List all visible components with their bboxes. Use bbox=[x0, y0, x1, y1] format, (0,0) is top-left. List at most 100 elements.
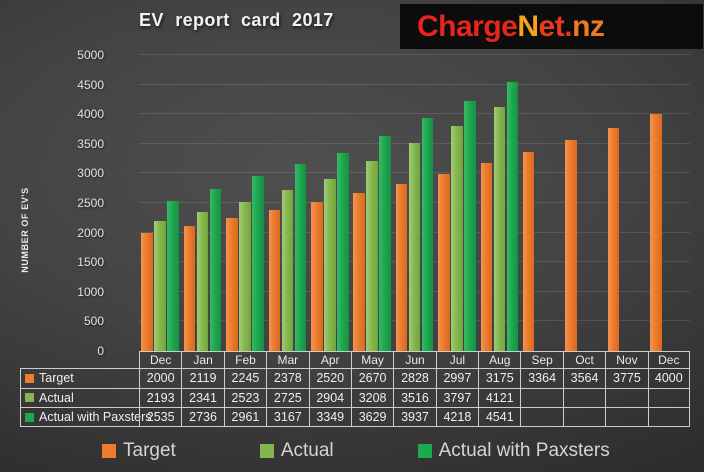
bar-group-aug-8 bbox=[478, 55, 520, 351]
value-target-feb-2: 2245 bbox=[223, 368, 267, 388]
logo-part-1: N bbox=[517, 9, 539, 43]
month-header-mar-3: Mar bbox=[266, 351, 309, 368]
bar-target-dec-12 bbox=[650, 114, 662, 351]
bar-actual-apr-4 bbox=[324, 179, 336, 351]
bar-target-jul-7 bbox=[438, 173, 450, 351]
chart-title: EV report card 2017 bbox=[139, 10, 334, 30]
value-target-nov-11: 3775 bbox=[605, 368, 648, 388]
table-month-header: Dec Jan Feb Mar Apr May Jun Jul Aug Sep Oct Nov Dec bbox=[139, 351, 690, 368]
y-tick-label-4500: 4500 bbox=[77, 77, 104, 92]
gridline-4000 bbox=[139, 113, 690, 115]
series-name: Target bbox=[39, 371, 74, 386]
bar-target-apr-4 bbox=[311, 201, 323, 351]
value-actual-with-paxsters-oct-10 bbox=[562, 407, 606, 427]
legend-item-actual: Actual bbox=[259, 439, 334, 462]
value-actual-with-paxsters-jul-7: 4218 bbox=[435, 407, 479, 427]
legend-swatch-actual bbox=[259, 443, 274, 458]
gridline-5000 bbox=[139, 54, 690, 55]
y-tick-label-5000: 5000 bbox=[77, 48, 104, 62]
bar-group-apr-4 bbox=[309, 55, 351, 351]
bar-group-dec-12 bbox=[648, 55, 690, 351]
month-header-aug-8: Aug bbox=[478, 351, 521, 368]
value-target-may-5: 2670 bbox=[350, 368, 394, 388]
y-tick-label-2500: 2500 bbox=[77, 196, 104, 210]
value-actual-nov-11 bbox=[605, 387, 648, 408]
logo-part-2: et bbox=[538, 9, 565, 43]
bar-target-nov-11 bbox=[607, 127, 620, 351]
legend-item-actual-with-paxsters: Actual with Paxsters bbox=[417, 439, 610, 462]
bar-actual-aug-8 bbox=[493, 107, 506, 351]
legend-label-actual: Actual bbox=[280, 439, 334, 461]
bar-actual-jun-6 bbox=[408, 142, 421, 351]
value-actual-jan-1: 2341 bbox=[181, 387, 224, 408]
bar-actual-with-paxsters-mar-3 bbox=[294, 163, 307, 351]
series-name: Actual bbox=[39, 390, 74, 405]
value-actual-may-5: 3208 bbox=[350, 387, 394, 408]
value-actual-with-paxsters-sep-9 bbox=[520, 407, 563, 427]
value-target-aug-8: 3175 bbox=[478, 368, 521, 388]
bar-target-aug-8 bbox=[480, 163, 493, 351]
bar-actual-with-paxsters-aug-8 bbox=[506, 82, 519, 351]
series-label-actual-with-paxsters: Actual with Paxsters bbox=[20, 407, 152, 427]
value-actual-jun-6: 3516 bbox=[393, 387, 436, 408]
legend-label-actual-with-paxsters: Actual with Paxsters bbox=[438, 439, 610, 461]
month-header-jan-1: Jan bbox=[181, 351, 224, 368]
y-tick-label-4000: 4000 bbox=[77, 107, 104, 122]
month-header-feb-2: Feb bbox=[223, 351, 267, 368]
legend: Target Actual Actual with Paxsters bbox=[0, 429, 704, 472]
value-actual-with-paxsters-feb-2: 2961 bbox=[223, 407, 267, 427]
value-actual-with-paxsters-apr-4: 3349 bbox=[308, 407, 351, 427]
bar-target-sep-9 bbox=[522, 151, 535, 351]
plot-area bbox=[139, 54, 690, 351]
legend-label-target: Target bbox=[123, 439, 176, 461]
bar-group-feb-2 bbox=[224, 55, 266, 351]
bar-target-jan-1 bbox=[183, 225, 196, 351]
value-actual-apr-4: 2904 bbox=[308, 387, 351, 408]
series-label-actual: Actual bbox=[20, 387, 139, 408]
value-actual-with-paxsters-jun-6: 3937 bbox=[393, 407, 436, 427]
value-target-jun-6: 2828 bbox=[393, 368, 436, 388]
bar-target-jun-6 bbox=[395, 183, 408, 351]
value-target-dec-0: 2000 bbox=[139, 368, 182, 388]
bar-actual-may-5 bbox=[366, 161, 378, 351]
y-tick-label-3000: 3000 bbox=[77, 166, 104, 181]
bar-actual-with-paxsters-apr-4 bbox=[337, 152, 349, 351]
bar-group-jan-1 bbox=[181, 55, 223, 351]
value-actual-with-paxsters-may-5: 3629 bbox=[350, 407, 394, 427]
bar-group-dec-0 bbox=[139, 55, 181, 351]
series-swatch-target bbox=[25, 373, 34, 383]
logo-part-3: . bbox=[564, 9, 573, 43]
value-actual-feb-2: 2523 bbox=[223, 387, 267, 408]
y-tick-label-3500: 3500 bbox=[77, 136, 104, 151]
plot-bars bbox=[139, 55, 690, 351]
value-actual-jul-7: 3797 bbox=[435, 387, 479, 408]
y-tick-label-1000: 1000 bbox=[77, 284, 104, 299]
bar-actual-dec-0 bbox=[154, 221, 166, 351]
y-tick-label-1500: 1500 bbox=[77, 255, 104, 270]
month-header-oct-10: Oct bbox=[562, 351, 606, 368]
value-actual-with-paxsters-mar-3: 3167 bbox=[266, 407, 309, 427]
bar-actual-with-paxsters-may-5 bbox=[379, 136, 391, 351]
series-label-target: Target bbox=[20, 368, 139, 388]
month-header-may-5: May bbox=[350, 351, 394, 368]
bar-target-may-5 bbox=[353, 192, 365, 351]
series-swatch-actual-with-paxsters bbox=[25, 412, 34, 422]
bar-group-may-5 bbox=[351, 55, 393, 351]
value-target-jan-1: 2119 bbox=[181, 368, 224, 388]
bar-target-feb-2 bbox=[226, 218, 238, 351]
y-tick-label-0: 0 bbox=[97, 344, 104, 358]
month-header-jul-7: Jul bbox=[435, 351, 479, 368]
value-target-dec-12: 4000 bbox=[647, 368, 690, 388]
y-tick-label-2000: 2000 bbox=[77, 225, 104, 240]
logo-part-0: Charge bbox=[417, 9, 518, 43]
value-actual-with-paxsters-dec-12 bbox=[647, 407, 690, 427]
value-actual-with-paxsters-dec-0: 2535 bbox=[139, 407, 182, 427]
value-actual-sep-9 bbox=[520, 387, 563, 408]
legend-swatch-actual-with-paxsters bbox=[417, 443, 432, 458]
y-tick-label-500: 500 bbox=[83, 314, 104, 329]
month-header-dec-0: Dec bbox=[139, 351, 182, 368]
value-target-oct-10: 3564 bbox=[562, 368, 606, 388]
bar-actual-with-paxsters-feb-2 bbox=[252, 175, 264, 351]
